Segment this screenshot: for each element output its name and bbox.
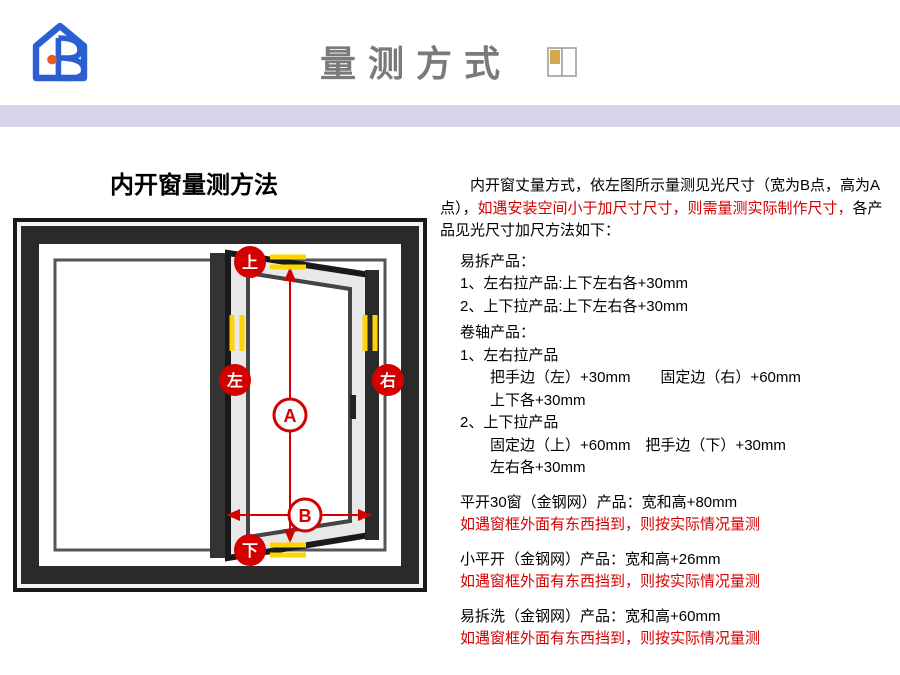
s3-l1: 平开30窗（金钢网）产品：宽和高+80mm: [460, 492, 890, 515]
s2-l1b: 上下各+30mm: [460, 390, 890, 413]
s2-l1: 1、左右拉产品: [460, 345, 890, 368]
badge-top: 上: [242, 254, 258, 272]
book-icon: [544, 44, 580, 89]
s3-l2: 如遇窗框外面有东西挡到，则按实际情况量测: [460, 514, 890, 537]
badge-right: 右: [380, 371, 396, 390]
s2-title: 卷轴产品：: [460, 322, 890, 345]
page-title: 量测方式: [0, 35, 900, 89]
s5-l1: 易拆洗（金钢网）产品：宽和高+60mm: [460, 606, 890, 629]
s1-l2: 2、上下拉产品:上下左右各+30mm: [460, 296, 890, 319]
s2-l2: 2、上下拉产品: [460, 412, 890, 435]
left-title: 内开窗量测方法: [110, 165, 278, 200]
s1-l1: 1、左右拉产品:上下左右各+30mm: [460, 273, 890, 296]
s4-l1: 小平开（金钢网）产品：宽和高+26mm: [460, 549, 890, 572]
s5-l2: 如遇窗框外面有东西挡到，则按实际情况量测: [460, 628, 890, 651]
badge-B: B: [299, 506, 312, 526]
badge-left: 左: [226, 371, 243, 390]
badge-bottom: 下: [242, 543, 258, 560]
s2-l2b: 左右各+30mm: [460, 457, 890, 480]
instructions: 内开窗丈量方式，依左图所示量测见光尺寸（宽为B点，高为A点），如遇安装空间小于加…: [440, 175, 890, 651]
s1-title: 易拆产品：: [460, 251, 890, 274]
intro-paragraph: 内开窗丈量方式，依左图所示量测见光尺寸（宽为B点，高为A点），如遇安装空间小于加…: [440, 175, 890, 243]
s2-l2a: 固定边（上）+60mm 把手边（下）+30mm: [460, 435, 890, 458]
s4-l2: 如遇窗框外面有东西挡到，则按实际情况量测: [460, 571, 890, 594]
header-bar: [0, 105, 900, 127]
title-text: 量测方式: [320, 43, 512, 84]
window-diagram: 上 下 左 右 A B: [10, 215, 430, 605]
s2-l1a: 把手边（左）+30mm 固定边（右）+60mm: [460, 367, 890, 390]
badge-A: A: [284, 406, 297, 426]
